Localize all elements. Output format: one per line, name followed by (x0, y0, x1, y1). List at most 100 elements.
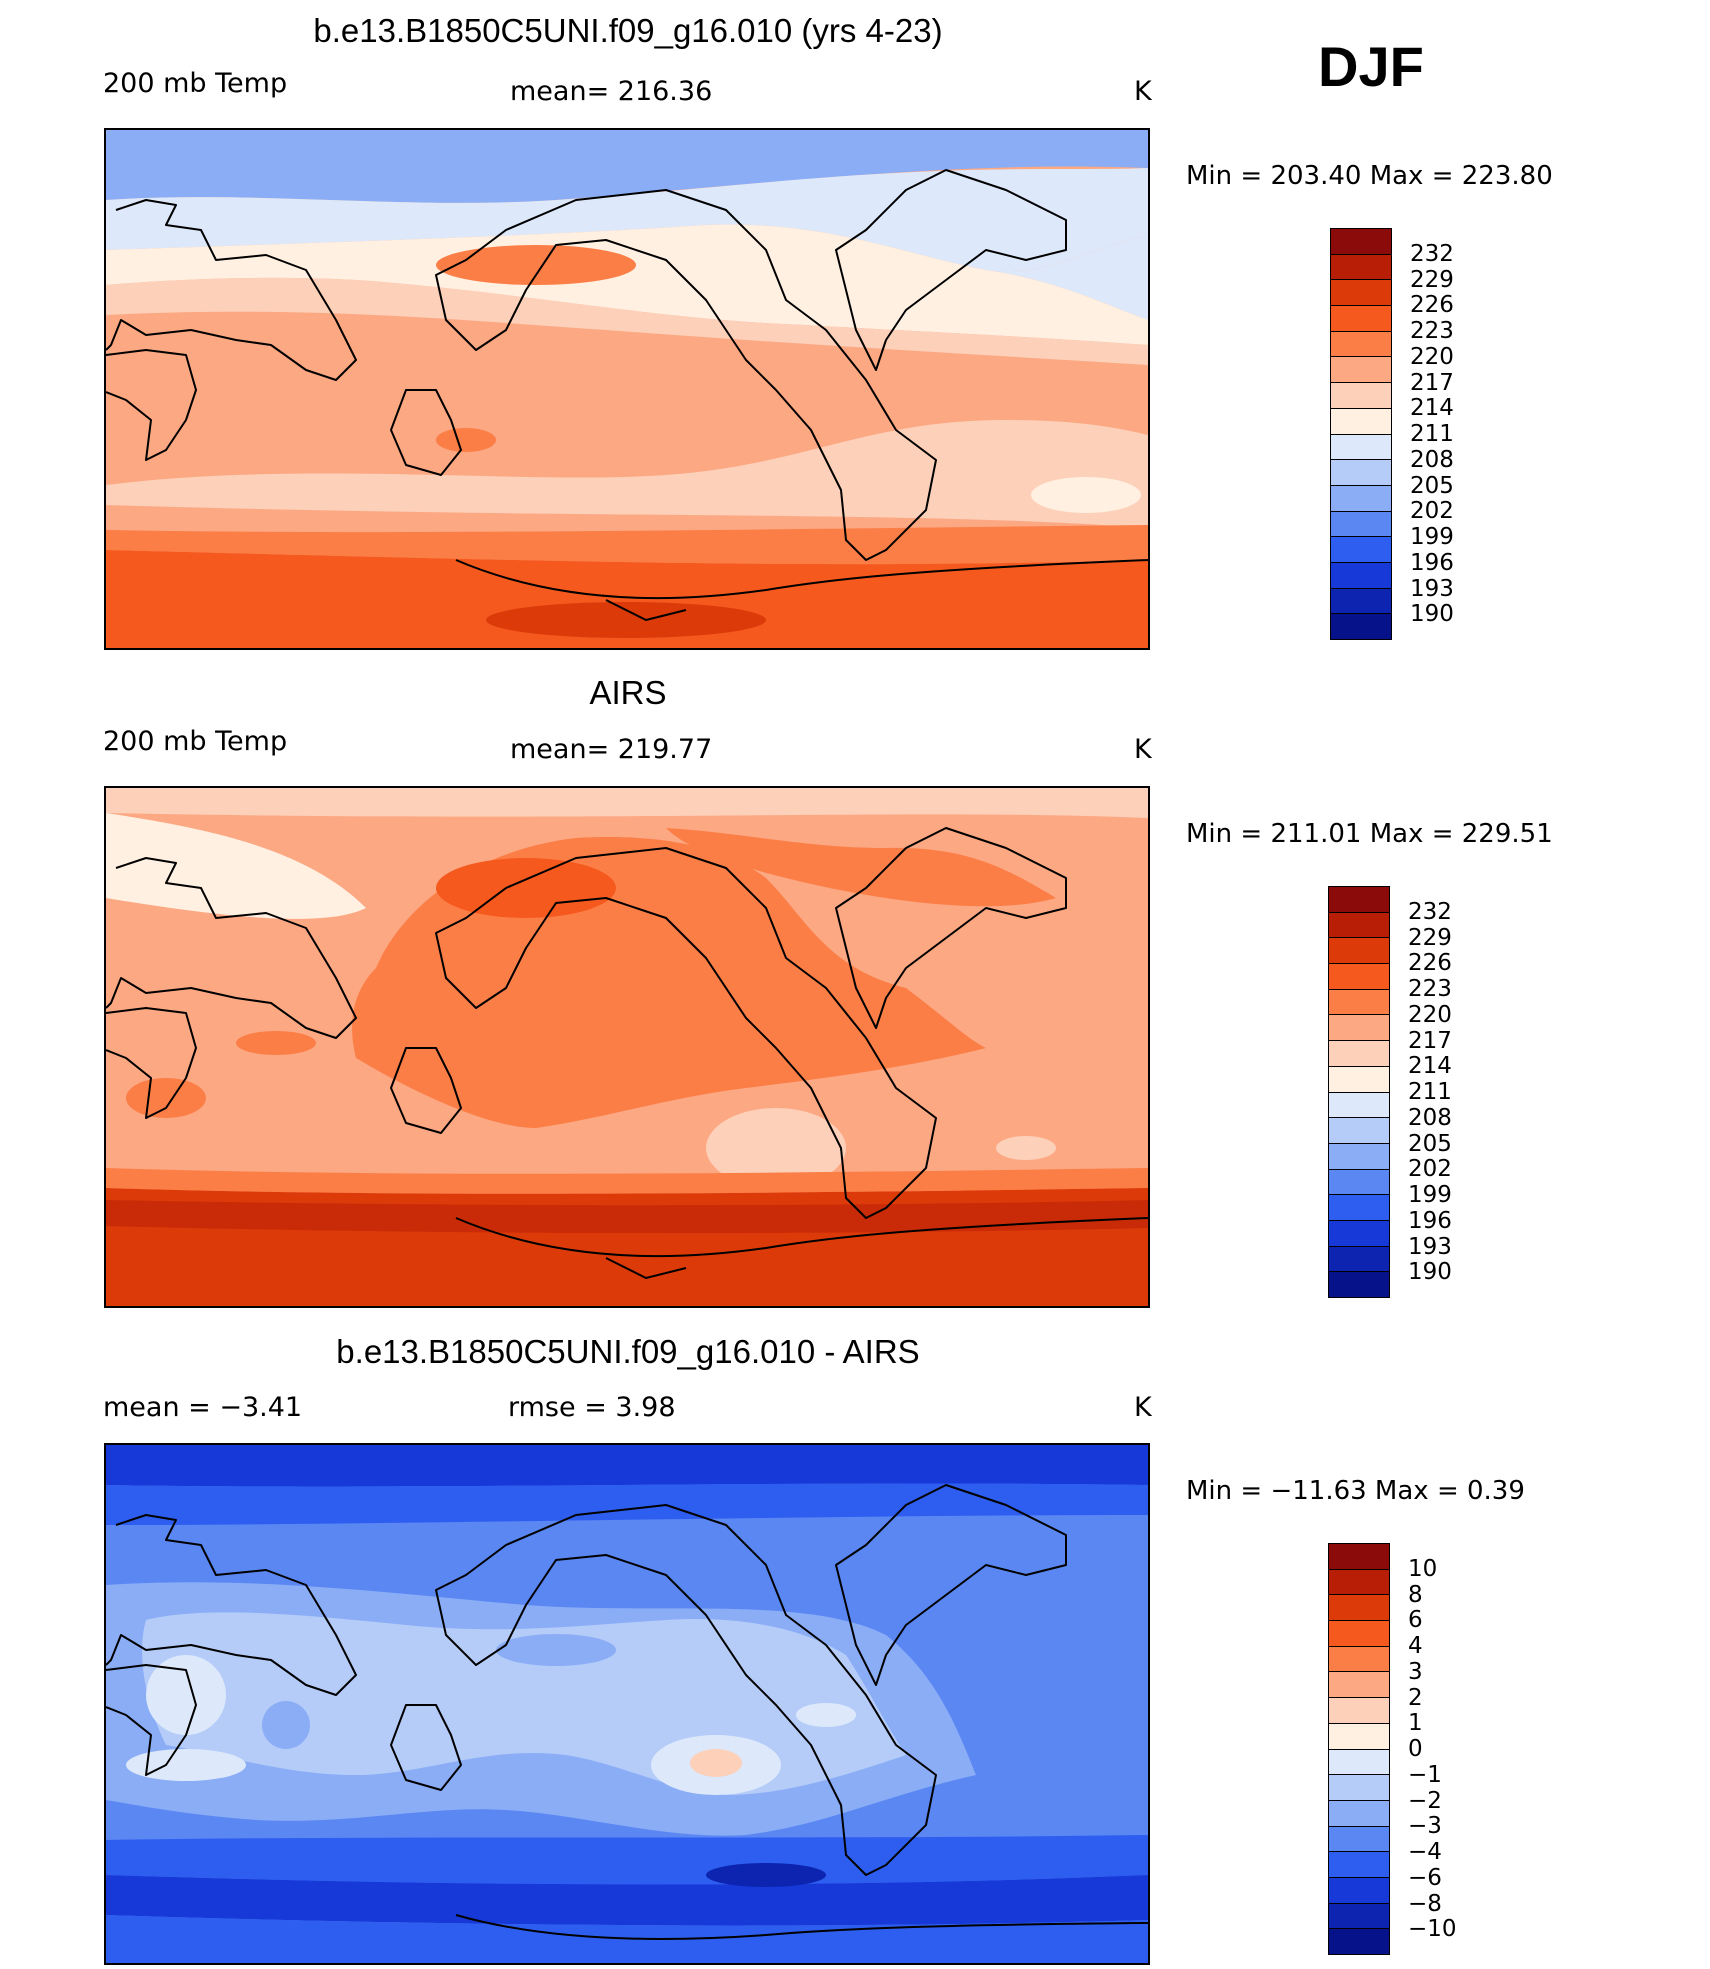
colorbar-label: −10 (1408, 1916, 1457, 1943)
colorbar-swatch (1331, 537, 1391, 563)
colorbar-swatch (1329, 1169, 1389, 1196)
panel-3-left-label: mean = −3.41 (103, 1392, 303, 1423)
colorbar-label: 2 (1408, 1684, 1423, 1711)
colorbar-swatch (1329, 1220, 1389, 1247)
colorbar-swatch (1331, 254, 1391, 281)
colorbar-swatch (1331, 306, 1391, 332)
colorbar-label: 208 (1410, 446, 1454, 473)
colorbar-swatch (1331, 357, 1391, 384)
colorbar-label: 190 (1410, 601, 1454, 628)
colorbar-swatch (1329, 1569, 1389, 1596)
colorbar-swatch (1329, 1092, 1389, 1119)
colorbar-label: 211 (1408, 1079, 1452, 1105)
panel-2-unit-label: K (1134, 734, 1152, 765)
panel-2-mean-label: mean= 219.77 (510, 734, 713, 765)
panel-3-rmse-label: rmse = 3.98 (508, 1392, 676, 1423)
colorbar-label: 223 (1408, 976, 1452, 1002)
colorbar-label: 196 (1408, 1207, 1452, 1234)
colorbar-label: 202 (1408, 1156, 1452, 1183)
colorbar-swatch (1331, 562, 1391, 589)
colorbar-label: 8 (1408, 1581, 1423, 1608)
colorbar-label: 208 (1408, 1104, 1452, 1131)
colorbar-label: −8 (1408, 1890, 1442, 1917)
colorbar-label: −3 (1408, 1813, 1442, 1840)
panel-1-colorbar (1330, 228, 1392, 640)
panel-1-title: b.e13.B1850C5UNI.f09_g16.010 (yrs 4-23) (313, 12, 943, 49)
colorbar-label: 199 (1410, 524, 1454, 550)
panel-3-unit-label: K (1134, 1392, 1152, 1423)
colorbar-label: 214 (1410, 395, 1454, 422)
colorbar-swatch (1329, 1826, 1389, 1853)
colorbar-label: 232 (1410, 240, 1454, 267)
panel-3-colorbar-labels: 10 8 6 4 3 2 1 0 −1 −2 −3 −4 −6 −8 −10 (1408, 1543, 1488, 1955)
colorbar-swatch (1329, 912, 1389, 939)
panel-3-minmax: Min = −11.63 Max = 0.39 (1186, 1476, 1525, 1506)
colorbar-swatch (1329, 1246, 1389, 1273)
colorbar-swatch (1331, 588, 1391, 615)
colorbar-swatch (1331, 485, 1391, 512)
colorbar-label: 214 (1408, 1053, 1452, 1080)
colorbar-swatch (1329, 1775, 1389, 1801)
colorbar-swatch (1331, 460, 1391, 486)
colorbar-label: 193 (1408, 1233, 1452, 1260)
colorbar-swatch (1331, 229, 1391, 255)
colorbar-label: −1 (1408, 1761, 1442, 1788)
colorbar-swatch (1329, 1698, 1389, 1724)
colorbar-swatch (1329, 1066, 1389, 1093)
colorbar-swatch (1331, 331, 1391, 358)
colorbar-label: 0 (1408, 1736, 1423, 1762)
colorbar-swatch (1329, 1877, 1389, 1904)
colorbar-swatch (1329, 989, 1389, 1016)
panel-1-unit-label: K (1134, 76, 1152, 107)
panel-2-colorbar-labels: 232 229 226 223 220 217 214 211 208 205 202 199 196 1… (1408, 886, 1488, 1298)
panel-2-minmax: Min = 211.01 Max = 229.51 (1186, 819, 1553, 849)
panel-3-map (104, 1443, 1150, 1965)
season-label: DJF (1318, 35, 1424, 98)
panel-3-title: b.e13.B1850C5UNI.f09_g16.010 - AIRS (336, 1333, 920, 1370)
colorbar-label: −6 (1408, 1864, 1442, 1891)
colorbar-swatch (1329, 1903, 1389, 1930)
colorbar-swatch (1329, 1929, 1389, 1954)
colorbar-label: 190 (1408, 1259, 1452, 1286)
colorbar-swatch (1329, 1041, 1389, 1067)
colorbar-label: 217 (1410, 369, 1454, 396)
colorbar-swatch (1329, 1672, 1389, 1699)
colorbar-label: 10 (1408, 1555, 1438, 1582)
colorbar-label: 232 (1408, 898, 1452, 925)
colorbar-label: 199 (1408, 1182, 1452, 1208)
colorbar-swatch (1329, 938, 1389, 965)
colorbar-swatch (1329, 1646, 1389, 1673)
colorbar-swatch (1331, 383, 1391, 409)
colorbar-swatch (1329, 1852, 1389, 1878)
colorbar-label: 205 (1408, 1130, 1452, 1157)
colorbar-swatch (1329, 887, 1389, 913)
panel-2-map (104, 786, 1150, 1308)
colorbar-swatch (1329, 1118, 1389, 1144)
panel-3-colorbar (1328, 1543, 1390, 1955)
colorbar-swatch (1329, 1749, 1389, 1776)
colorbar-swatch (1331, 280, 1391, 307)
colorbar-swatch (1329, 1544, 1389, 1570)
colorbar-swatch (1329, 1723, 1389, 1750)
colorbar-swatch (1329, 1015, 1389, 1042)
colorbar-label: 1 (1408, 1710, 1423, 1737)
colorbar-swatch (1329, 1621, 1389, 1647)
colorbar-swatch (1331, 408, 1391, 435)
panel-1-minmax: Min = 203.40 Max = 223.80 (1186, 161, 1553, 191)
colorbar-label: 205 (1410, 472, 1454, 499)
colorbar-label: −2 (1408, 1787, 1442, 1814)
colorbar-label: 3 (1408, 1658, 1423, 1685)
colorbar-swatch (1331, 614, 1391, 639)
colorbar-swatch (1329, 1143, 1389, 1170)
colorbar-swatch (1329, 964, 1389, 990)
panel-2-colorbar (1328, 886, 1390, 1298)
panel-2-left-label: 200 mb Temp (103, 726, 288, 757)
colorbar-label: 229 (1408, 924, 1452, 951)
panel-1-mean-label: mean= 216.36 (510, 76, 713, 107)
colorbar-swatch (1329, 1595, 1389, 1622)
colorbar-label: −4 (1408, 1839, 1442, 1865)
colorbar-label: 217 (1408, 1027, 1452, 1054)
colorbar-label: 211 (1410, 421, 1454, 447)
colorbar-label: 4 (1408, 1633, 1423, 1659)
colorbar-label: 193 (1410, 575, 1454, 602)
